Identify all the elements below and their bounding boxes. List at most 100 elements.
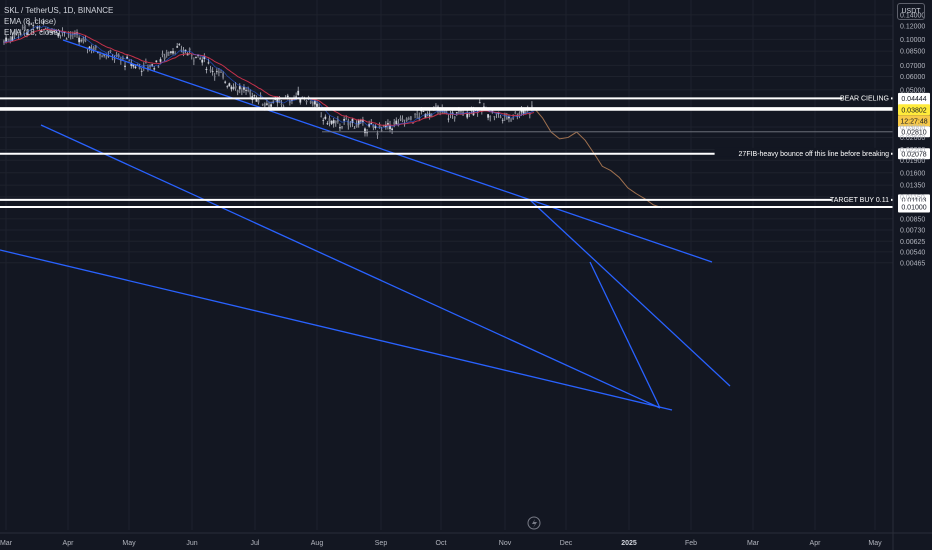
candle-body [197, 55, 199, 56]
price-tick-label: 0.00730 [900, 227, 925, 234]
candle-body [520, 110, 523, 113]
candle-body [49, 29, 51, 33]
candle-body [328, 118, 331, 123]
candle-body [180, 49, 183, 51]
candle-body [301, 96, 304, 98]
price-axis[interactable]: 0.14000 0.12000 0.10000 0.08500 0.07000 0.060… [892, 0, 925, 550]
candle-body [336, 119, 339, 122]
price-tick-label: 0.01900 [900, 158, 925, 165]
candle-body [157, 66, 160, 68]
candle-body [339, 127, 341, 129]
trend-lines[interactable] [0, 39, 731, 411]
price-tick-label: 0.00625 [900, 239, 925, 246]
candle-body [263, 103, 266, 107]
candle-body [384, 124, 387, 128]
candle-body [207, 62, 210, 64]
countdown-text: 12:27:48 [900, 118, 927, 125]
legend: SKL / TetherUS, 1D, BINANCE EMA (8, clos… [4, 5, 113, 38]
candle-body [13, 32, 16, 37]
candle-body [113, 59, 116, 61]
candle-body [134, 66, 137, 69]
candle-body [531, 105, 533, 109]
candle-body [466, 112, 469, 118]
candle-body [136, 64, 139, 65]
candle-body [299, 98, 302, 103]
projection-line [533, 107, 663, 209]
candle-body [424, 113, 427, 119]
candle-body [174, 53, 177, 55]
candle-body [326, 123, 329, 125]
candle-body [453, 116, 456, 119]
candle-body [257, 100, 260, 103]
candle-body [236, 90, 239, 93]
time-tick-label: Apr [810, 540, 822, 547]
candle-body [84, 38, 87, 42]
candle-body [34, 20, 37, 22]
lightning-icon[interactable] [527, 516, 541, 530]
candle-body [192, 60, 195, 62]
candle-body [274, 99, 277, 101]
time-tick-label: Sep [375, 540, 388, 547]
candle-body [126, 56, 129, 59]
level-price-box [898, 126, 930, 138]
time-tick-label: Aug [311, 540, 324, 547]
level-price-text: 0.02810 [901, 129, 926, 136]
level-price-box [898, 148, 930, 160]
candle-body [334, 120, 337, 123]
horizontal-levels[interactable]: BEAR CIELING0.044440.038880.0380212:27:4… [0, 92, 930, 213]
symbol-title[interactable]: SKL / TetherUS, 1D, BINANCE [4, 6, 114, 15]
candle-body [255, 98, 258, 102]
time-axis[interactable]: Mar Apr May Jun Jul Aug Sep Oct Nov Dec 2025 Feb Mar… [0, 532, 932, 547]
candle-body [249, 90, 252, 95]
candle-body [280, 103, 283, 105]
projection-path[interactable] [533, 107, 663, 209]
candle-body [295, 96, 298, 98]
candle-body [376, 133, 379, 136]
candle-body [405, 118, 408, 122]
level-price-box [898, 92, 930, 104]
candle-body [23, 26, 26, 29]
time-tick-label: May [868, 540, 882, 547]
candle-body [455, 112, 458, 114]
candle-body [3, 40, 5, 43]
candle-body [65, 38, 68, 40]
candle-body [46, 29, 49, 31]
price-tick-label: 0.00540 [900, 249, 925, 256]
ema-fast-label[interactable]: EMA (8, close) [4, 17, 57, 26]
candle-body [270, 104, 272, 107]
candle-body [361, 119, 364, 122]
candle-body [167, 52, 170, 54]
currency-button[interactable]: USDT [897, 3, 925, 20]
price-tick-label: 0.00465 [900, 260, 925, 267]
level-price-text: 0.01103 [902, 197, 927, 204]
candle-body [5, 37, 7, 42]
candle-body [510, 119, 512, 121]
countdown-box [898, 115, 930, 127]
candle-body [19, 33, 22, 35]
candle-body [161, 53, 164, 56]
candle-body [353, 128, 356, 130]
candle-body [55, 32, 58, 34]
candle-body [487, 114, 489, 118]
candle-body [387, 123, 389, 126]
candle-body [105, 56, 108, 58]
candle-body [170, 51, 172, 53]
candle-body [182, 50, 185, 54]
candle-body [188, 48, 191, 51]
candle-body [416, 114, 419, 115]
price-tick-label: 0.10000 [900, 37, 925, 44]
candle-body [36, 26, 39, 29]
candle-body [57, 33, 60, 37]
price-tick-label: 0.05000 [900, 87, 925, 94]
grid [0, 0, 893, 530]
candle-body [213, 76, 216, 78]
candle-body [355, 124, 358, 128]
ema-slow-label[interactable]: EMA (18, close) [4, 28, 61, 37]
candle-body [370, 123, 373, 124]
trend-line [62, 39, 713, 263]
price-tick-label: 0.00850 [900, 216, 925, 223]
candle-body [195, 57, 197, 58]
candle-body [124, 65, 126, 67]
candle-body [407, 118, 410, 120]
